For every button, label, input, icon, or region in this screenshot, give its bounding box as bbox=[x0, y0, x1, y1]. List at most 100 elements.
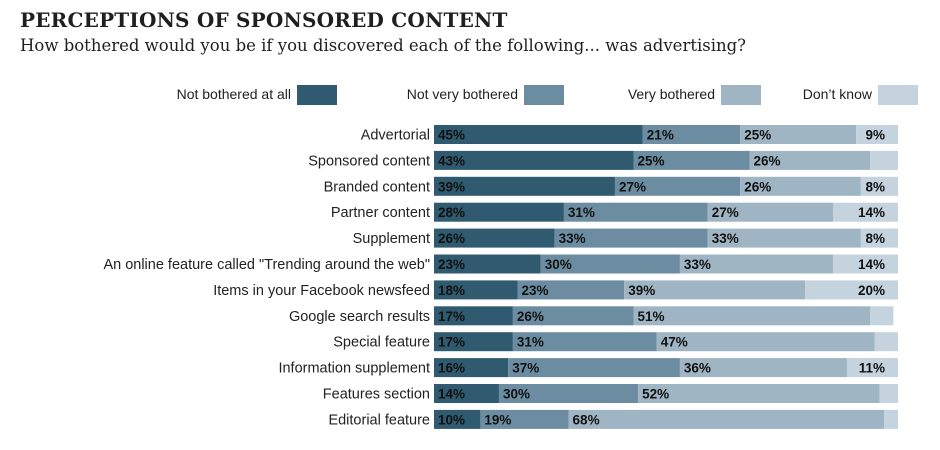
bar-segment-not-bothered bbox=[434, 125, 643, 144]
value-label: 20% bbox=[858, 283, 885, 298]
bar-segment-not-bothered bbox=[434, 384, 499, 403]
value-label: 28% bbox=[438, 205, 465, 220]
bar-segment-very-bothered bbox=[633, 306, 871, 326]
bar-segment-not-very-bothered bbox=[517, 280, 625, 300]
bar-segment-dont-know bbox=[870, 150, 898, 170]
bar-segment-very-bothered bbox=[749, 150, 871, 170]
category-label: An online feature called "Trending aroun… bbox=[103, 257, 430, 273]
bar-segment-not-very-bothered bbox=[554, 228, 708, 248]
bar-segment-not-bothered bbox=[434, 254, 541, 274]
bar-row: Supplement 26% 33% 33% 8% bbox=[353, 228, 898, 248]
legend-swatch bbox=[297, 85, 337, 105]
category-label: Sponsored content bbox=[308, 153, 430, 169]
bar-segment-dont-know bbox=[874, 332, 898, 352]
bar-segment-dont-know bbox=[833, 202, 898, 222]
category-label: Special feature bbox=[333, 335, 430, 351]
bar-segment-not-bothered bbox=[434, 306, 513, 326]
category-label: Items in your Facebook newsfeed bbox=[213, 283, 430, 299]
category-label: Partner content bbox=[331, 205, 430, 221]
bar-segment-dont-know bbox=[879, 384, 898, 403]
value-label: 30% bbox=[545, 257, 572, 272]
value-label: 19% bbox=[484, 412, 511, 427]
bar-segment-not-very-bothered bbox=[563, 202, 708, 222]
bar-segment-not-bothered bbox=[434, 176, 615, 196]
bar-segment-not-bothered bbox=[434, 150, 634, 170]
bar-segment-dont-know bbox=[805, 280, 898, 300]
legend-label: Not very bothered bbox=[406, 86, 518, 102]
value-label: 68% bbox=[573, 412, 600, 427]
bar-row: Information supplement 16% 37% 36% 11% bbox=[278, 358, 898, 378]
bar-row: Special feature 17% 31% 47% bbox=[333, 332, 898, 352]
value-label: 31% bbox=[517, 335, 544, 350]
value-label: 30% bbox=[503, 387, 530, 402]
bar-segment-not-very-bothered bbox=[642, 125, 741, 144]
bar-segment-very-bothered bbox=[707, 202, 834, 222]
value-label: 37% bbox=[512, 361, 539, 376]
bar-segment-dont-know bbox=[860, 176, 898, 196]
bar-segment-not-very-bothered bbox=[498, 384, 639, 403]
value-label: 14% bbox=[858, 257, 885, 272]
bar-segment-not-very-bothered bbox=[480, 409, 569, 429]
bar-segment-not-very-bothered bbox=[512, 332, 657, 352]
value-label: 47% bbox=[661, 335, 688, 350]
value-label: 23% bbox=[438, 257, 465, 272]
value-label: 17% bbox=[438, 335, 465, 350]
value-label: 25% bbox=[744, 128, 771, 143]
legend-swatch bbox=[721, 85, 761, 105]
value-label: 33% bbox=[712, 231, 739, 246]
bar-segment-not-bothered bbox=[434, 332, 513, 352]
chart-title: PERCEPTIONS OF SPONSORED CONTENT bbox=[20, 8, 508, 32]
value-label: 21% bbox=[647, 128, 674, 143]
value-label: 27% bbox=[712, 205, 739, 220]
category-label: Branded content bbox=[324, 179, 430, 195]
bar-segment-dont-know bbox=[846, 358, 898, 378]
value-label: 43% bbox=[438, 153, 465, 168]
value-label: 45% bbox=[438, 128, 465, 143]
bar-segment-very-bothered bbox=[568, 409, 885, 429]
bar-segment-dont-know bbox=[884, 409, 898, 429]
bar-segment-not-bothered bbox=[434, 358, 509, 378]
bar-segment-not-bothered bbox=[434, 280, 518, 300]
bar-segment-not-very-bothered bbox=[540, 254, 680, 274]
bar-segment-very-bothered bbox=[679, 358, 847, 378]
value-label: 31% bbox=[568, 205, 595, 220]
legend-item-very-bothered: Very bothered bbox=[0, 83, 761, 107]
bar-segment-not-bothered bbox=[434, 228, 555, 248]
category-label: Google search results bbox=[289, 309, 430, 325]
value-label: 11% bbox=[859, 361, 885, 376]
value-label: 52% bbox=[642, 387, 669, 402]
legend: Not bothered at all Not very bothered Ve… bbox=[0, 83, 940, 107]
value-label: 17% bbox=[438, 309, 465, 324]
bar-row: Branded content 39% 27% 26% 8% bbox=[324, 176, 898, 196]
bar-row: Advertorial 45% 21% 25% 9% bbox=[361, 125, 898, 144]
bar-segment-very-bothered bbox=[679, 254, 834, 274]
value-label: 27% bbox=[619, 179, 646, 194]
bar-segment-not-very-bothered bbox=[512, 306, 634, 326]
value-label: 26% bbox=[438, 231, 465, 246]
bar-segment-dont-know bbox=[856, 125, 898, 144]
bar-segment-very-bothered bbox=[707, 228, 861, 248]
legend-swatch bbox=[524, 85, 564, 105]
bar-segment-dont-know bbox=[870, 306, 894, 326]
value-label: 14% bbox=[438, 387, 465, 402]
bar-segment-very-bothered bbox=[624, 280, 806, 300]
legend-label: Not bothered at all bbox=[176, 86, 291, 102]
bar-segment-very-bothered bbox=[656, 332, 875, 352]
value-label: 18% bbox=[438, 283, 465, 298]
value-label: 14% bbox=[858, 205, 885, 220]
value-label: 39% bbox=[438, 179, 465, 194]
value-label: 51% bbox=[638, 309, 665, 324]
value-label: 10% bbox=[438, 412, 465, 427]
legend-item-dont-know: Don’t know bbox=[0, 83, 918, 107]
legend-label: Very bothered bbox=[627, 86, 715, 102]
bar-row: Sponsored content 43% 25% 26% bbox=[308, 150, 898, 170]
bar-segment-not-very-bothered bbox=[614, 176, 741, 196]
category-label: Information supplement bbox=[278, 361, 430, 377]
bar-segment-very-bothered bbox=[740, 125, 857, 144]
category-label: Features section bbox=[323, 387, 430, 403]
value-label: 25% bbox=[638, 153, 665, 168]
value-label: 8% bbox=[865, 179, 885, 194]
legend-swatch bbox=[878, 85, 918, 105]
category-label: Advertorial bbox=[361, 128, 430, 144]
